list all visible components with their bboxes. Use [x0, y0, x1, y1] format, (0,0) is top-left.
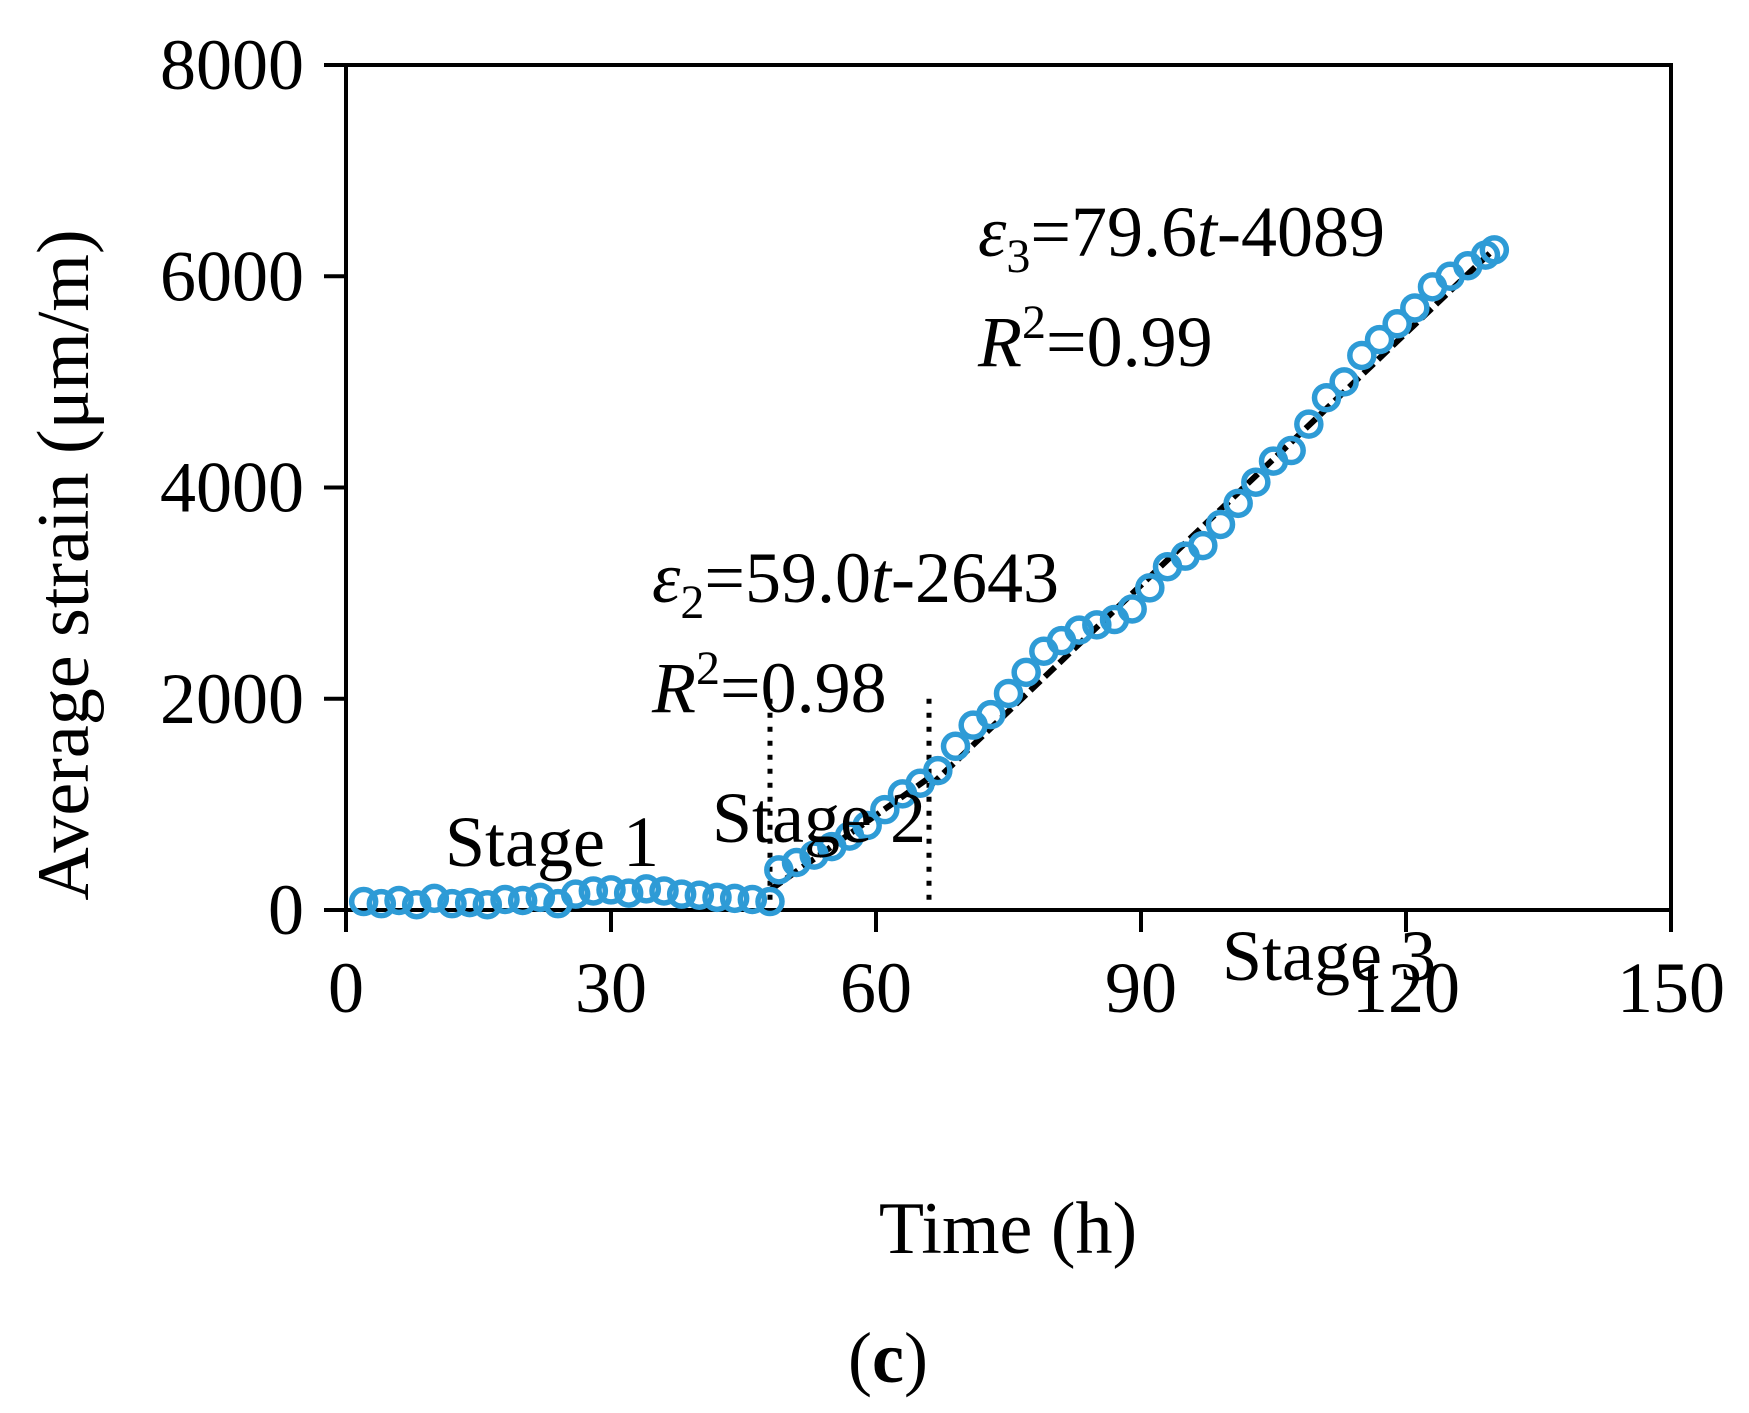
data-point [490, 884, 520, 915]
x-tick-label: 30 [575, 948, 647, 1028]
equation-stage-2: ε2=59.0t-2643 [652, 538, 1059, 629]
data-point [1011, 657, 1041, 688]
data-point [737, 884, 768, 915]
data-point [1135, 573, 1165, 603]
caption-close: ) [904, 1318, 928, 1398]
y-tick-label: 6000 [160, 236, 304, 316]
caption-open: ( [848, 1318, 872, 1398]
r2-stage-3: R2=0.99 [977, 296, 1213, 382]
caption-letter: c [872, 1318, 904, 1398]
data-point [940, 731, 971, 762]
figure-caption: (c) [848, 1318, 928, 1398]
x-tick-label: 60 [840, 948, 912, 1028]
equation-stage-3: ε3=79.6t-4089 [978, 192, 1385, 283]
r2-2-value: =0.98 [720, 648, 887, 728]
eq2-rhs-a: =59.0 [704, 538, 871, 618]
data-point [1479, 235, 1510, 265]
data-point [1205, 509, 1236, 540]
data-point [472, 889, 503, 920]
eq2-symbol: ε [652, 538, 681, 618]
data-point [755, 886, 785, 917]
data-point [348, 886, 379, 917]
r2-3-label: R [977, 302, 1022, 382]
y-tick-label: 4000 [160, 448, 304, 528]
data-point [1188, 530, 1218, 561]
r2-3-sup: 2 [1022, 296, 1046, 349]
x-tick-label: 90 [1105, 948, 1177, 1028]
data-point [666, 879, 697, 909]
eq3-subscript: 3 [1006, 230, 1030, 283]
x-tick-label: 120 [1352, 948, 1460, 1028]
data-point [454, 887, 485, 918]
data-point [993, 678, 1024, 709]
data-point [578, 876, 609, 906]
data-point [1400, 293, 1430, 323]
eq3-var: t [1197, 192, 1219, 272]
data-point [1364, 324, 1395, 355]
data-point [923, 755, 953, 786]
stage-2-label: Stage 2 [712, 778, 926, 858]
data-point [702, 882, 732, 913]
data-point [1329, 367, 1359, 397]
data-point [631, 874, 662, 904]
x-axis-ticks: 0 30 60 90 120 150 [328, 910, 1725, 1028]
r2-3-value: =0.99 [1046, 302, 1213, 382]
data-point [976, 699, 1006, 730]
stage-3-label: Stage 3 [1222, 916, 1436, 996]
data-point [852, 810, 882, 841]
data-point [1064, 615, 1094, 645]
data-markers [348, 235, 1510, 920]
r2-2-sup: 2 [696, 642, 720, 695]
data-point [596, 875, 626, 905]
x-axis-title: Time (h) [879, 1188, 1137, 1270]
y-axis-ticks: 0 2000 4000 6000 8000 [160, 25, 346, 950]
eq2-rhs-b: -2643 [891, 538, 1059, 618]
data-point [684, 880, 715, 910]
fit-line [768, 775, 931, 893]
plot-frame [344, 63, 1673, 912]
data-point [525, 882, 556, 913]
data-point [437, 888, 467, 919]
data-point [649, 876, 679, 906]
y-tick-label: 0 [268, 870, 304, 950]
eq3-symbol: ε [978, 192, 1007, 272]
data-point [1082, 610, 1112, 640]
data-point [401, 889, 432, 920]
x-tick-label: 0 [328, 948, 364, 1028]
y-axis-title: Average strain (μm/m) [23, 229, 105, 900]
y-tick-label: 2000 [160, 659, 304, 739]
eq2-var: t [871, 538, 893, 618]
data-point [1223, 488, 1253, 519]
data-point [560, 879, 591, 909]
data-point [613, 878, 644, 908]
data-point [1294, 409, 1324, 439]
data-point [507, 885, 538, 916]
data-point [1347, 340, 1377, 371]
data-point [870, 794, 900, 825]
r2-stage-2: R2=0.98 [651, 642, 887, 728]
eq3-rhs-a: =79.6 [1030, 192, 1197, 272]
y-tick-label: 8000 [160, 25, 304, 105]
x-tick-label: 150 [1617, 948, 1725, 1028]
data-point [719, 883, 750, 914]
data-point [419, 883, 450, 914]
data-point [1276, 435, 1306, 466]
data-point [1241, 467, 1271, 497]
data-point [1117, 594, 1147, 624]
data-point [1311, 382, 1342, 413]
eq2-subscript: 2 [680, 576, 704, 629]
eq3-rhs-b: -4089 [1217, 192, 1385, 272]
r2-2-label: R [651, 648, 696, 728]
data-point [384, 885, 414, 916]
stage-1-label: Stage 1 [445, 802, 659, 882]
data-point [1382, 309, 1412, 339]
data-point [366, 888, 397, 919]
